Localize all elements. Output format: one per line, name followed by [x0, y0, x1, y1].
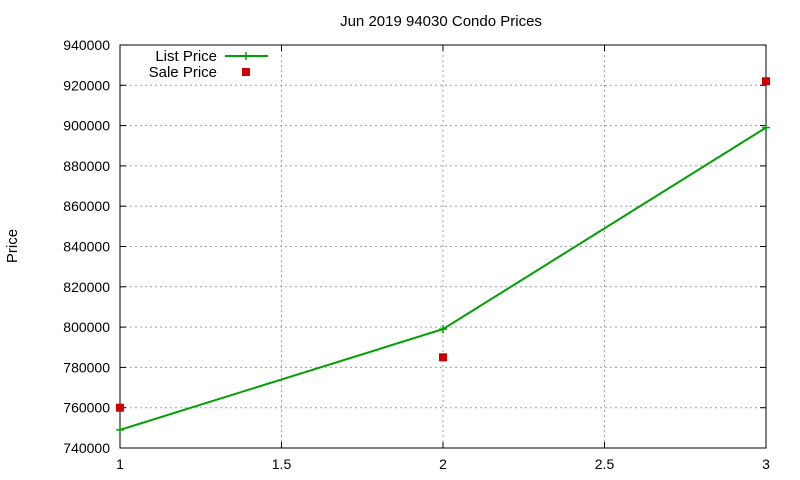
- x-tick-label: 1.5: [272, 456, 292, 472]
- x-tick-label: 2: [439, 456, 447, 472]
- y-tick-label: 800000: [63, 319, 110, 335]
- list-price-point: [762, 123, 770, 132]
- series-list-price: [116, 123, 770, 434]
- series-sale-price: [116, 77, 770, 412]
- y-tick-label: 840000: [63, 239, 110, 255]
- chart-title: Jun 2019 94030 Condo Prices: [340, 13, 542, 30]
- x-tick-label: 3: [762, 456, 770, 472]
- x-tick-label: 2.5: [595, 456, 615, 472]
- legend-label: List Price: [155, 48, 217, 65]
- legend-label: Sale Price: [149, 64, 217, 81]
- sale-price-point: [439, 353, 447, 362]
- y-tick-label: 780000: [63, 359, 110, 375]
- legend-marker: [242, 52, 250, 60]
- series-layer: [116, 77, 770, 434]
- y-tick-label: 900000: [63, 118, 110, 134]
- list-price-line: [119, 126, 767, 431]
- sale-price-point: [116, 403, 124, 412]
- axis-ticks: [119, 44, 767, 449]
- legend-marker: [242, 68, 250, 76]
- legend-item-sale-price: Sale Price: [149, 64, 250, 81]
- y-tick-label: 880000: [63, 158, 110, 174]
- legend-item-list-price: List Price: [155, 48, 268, 65]
- y-tick-label: 860000: [63, 198, 110, 214]
- x-tick-labels: 1 1.5 2 2.5 3: [116, 456, 770, 472]
- list-price-point: [116, 425, 124, 434]
- x-tick-label: 1: [116, 456, 124, 472]
- grid-lines: [120, 45, 766, 448]
- list-price-point: [439, 325, 447, 334]
- y-axis-label: Price: [4, 229, 21, 263]
- y-tick-label: 760000: [63, 400, 110, 416]
- y-tick-label: 940000: [63, 37, 110, 53]
- sale-price-point: [762, 77, 770, 86]
- y-tick-label: 920000: [63, 77, 110, 93]
- y-tick-label: 740000: [63, 440, 110, 456]
- y-tick-labels: 740000 760000 780000 800000 820000 840000 8600…: [63, 37, 110, 456]
- y-tick-label: 820000: [63, 279, 110, 295]
